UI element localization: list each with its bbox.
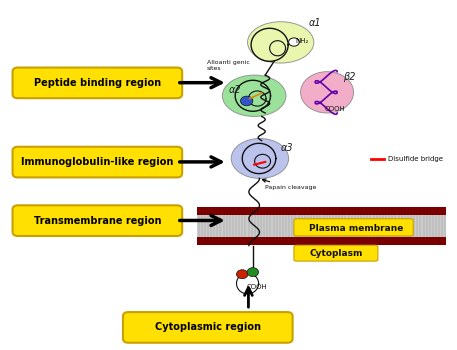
Text: α1: α1 — [308, 19, 321, 28]
Text: Immunoglobulin-like region: Immunoglobulin-like region — [21, 157, 174, 167]
Text: α3: α3 — [281, 143, 293, 153]
FancyBboxPatch shape — [123, 312, 292, 343]
Bar — [197, 237, 446, 245]
Text: Disulfide bridge: Disulfide bridge — [388, 156, 442, 162]
Circle shape — [240, 96, 253, 106]
Circle shape — [247, 268, 259, 276]
FancyBboxPatch shape — [12, 205, 182, 236]
Text: Transmembrane region: Transmembrane region — [34, 216, 161, 226]
Text: α2: α2 — [229, 85, 242, 95]
Text: Plasma membrane: Plasma membrane — [309, 224, 404, 233]
Ellipse shape — [223, 75, 286, 117]
Circle shape — [237, 270, 248, 279]
FancyBboxPatch shape — [12, 147, 182, 177]
Text: Cytoplasmic region: Cytoplasmic region — [155, 322, 261, 332]
Text: COOH: COOH — [325, 106, 345, 112]
Ellipse shape — [231, 139, 289, 178]
Text: Papain cleavage: Papain cleavage — [265, 184, 317, 190]
Text: Cytoplasm: Cytoplasm — [309, 249, 363, 258]
Ellipse shape — [248, 22, 314, 63]
Ellipse shape — [301, 72, 354, 113]
FancyBboxPatch shape — [294, 219, 413, 236]
Text: Alloanti genic
sites: Alloanti genic sites — [207, 60, 250, 71]
Text: NH₂: NH₂ — [295, 38, 308, 44]
Text: Peptide binding region: Peptide binding region — [34, 78, 161, 88]
Text: COOH: COOH — [247, 284, 267, 290]
Text: β2: β2 — [342, 72, 355, 82]
FancyBboxPatch shape — [12, 68, 182, 98]
Bar — [197, 211, 446, 241]
Circle shape — [289, 38, 299, 46]
Bar — [197, 208, 446, 215]
FancyBboxPatch shape — [294, 245, 378, 261]
